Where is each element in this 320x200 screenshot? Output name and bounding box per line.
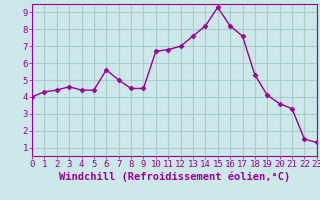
X-axis label: Windchill (Refroidissement éolien,°C): Windchill (Refroidissement éolien,°C) [59, 172, 290, 182]
